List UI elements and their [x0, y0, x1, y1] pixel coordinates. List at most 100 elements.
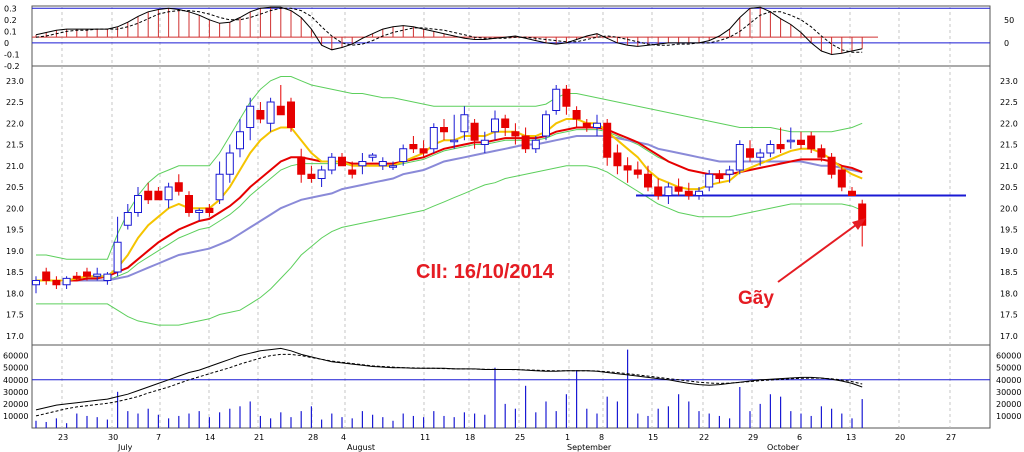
candle-body	[174, 182, 183, 192]
candle-body	[154, 190, 163, 201]
candle-body	[72, 275, 81, 279]
candle-body	[491, 118, 499, 133]
candle-body	[113, 241, 122, 273]
candle-body	[164, 186, 173, 201]
candle-body	[93, 273, 102, 277]
x-day-label: 30	[108, 433, 118, 442]
candle-body	[429, 127, 438, 150]
candle-body	[725, 169, 734, 175]
price-tick-right: 21.0	[1000, 162, 1018, 171]
price-tick-right: 20.0	[1000, 204, 1018, 213]
chart-frame	[31, 5, 991, 429]
candle-body	[440, 127, 448, 133]
candle-body	[664, 186, 673, 196]
candle-body	[215, 173, 224, 201]
candle-body	[409, 144, 418, 150]
x-day-label: 15	[648, 433, 658, 442]
candle-body	[644, 173, 652, 188]
volume-tick-left: 50000	[3, 364, 28, 373]
candle-body	[358, 161, 367, 167]
candle-body	[817, 148, 826, 158]
price-tick-right: 21.5	[1000, 141, 1018, 150]
candle-body	[695, 190, 703, 196]
candle-body	[766, 144, 775, 154]
candle-body	[837, 169, 846, 188]
macd-tick: -0.1	[4, 50, 20, 59]
macd-tick-right: 0	[1004, 39, 1009, 48]
obv-average-line	[35, 353, 863, 417]
candle-body	[603, 122, 612, 158]
candle-body	[715, 173, 724, 179]
macd-tick: -0.2	[4, 62, 20, 71]
x-day-label: 23	[58, 433, 68, 442]
bollinger-lower	[36, 165, 863, 326]
ema-mid-line	[36, 126, 863, 282]
volume-tick-right: 40000	[996, 376, 1021, 385]
month-label: October	[767, 443, 800, 452]
price-tick-right: 23.0	[1000, 77, 1018, 86]
price-tick-left: 21.0	[6, 162, 24, 171]
price-tick-left: 19.0	[6, 247, 24, 256]
candle-body	[348, 169, 357, 175]
candle-body	[338, 156, 346, 167]
break-arrow	[777, 218, 866, 283]
candle-body	[848, 190, 856, 196]
price-tick-left: 22.0	[6, 119, 24, 128]
candle-body	[552, 88, 561, 111]
price-tick-right: 22.5	[1000, 98, 1018, 107]
candle-body	[613, 152, 622, 167]
macd-panel	[32, 6, 990, 56]
candle-body	[256, 110, 265, 120]
macd-tick-right: 50	[1004, 16, 1014, 25]
x-day-label: 27	[946, 433, 956, 442]
candle-body	[623, 165, 632, 171]
month-label: July	[117, 443, 133, 452]
price-tick-left: 20.5	[6, 183, 24, 192]
price-tick-right: 19.5	[1000, 226, 1018, 235]
candle-body	[419, 148, 428, 154]
candle-body	[389, 165, 397, 168]
candle-body	[52, 280, 61, 286]
candle-body	[654, 186, 663, 196]
x-day-label: 7	[156, 433, 161, 442]
candle-body	[562, 88, 571, 107]
candle-body	[185, 195, 193, 213]
x-day-label: 18	[465, 433, 475, 442]
candle-body	[756, 152, 765, 158]
candle-body	[317, 169, 326, 179]
candle-body	[297, 156, 306, 175]
volume-tick-left: 30000	[3, 388, 28, 397]
candle-body	[276, 105, 285, 116]
candle-body	[521, 135, 530, 150]
x-day-label: 14	[205, 433, 215, 442]
candle-body	[542, 114, 550, 137]
candle-body	[531, 139, 540, 150]
candle-body	[501, 118, 510, 128]
grid-lines	[61, 6, 951, 428]
macd-tick: 0	[4, 39, 9, 48]
break-annotation: Gãy	[738, 288, 774, 309]
macd-tick: 0.3	[4, 4, 17, 13]
volume-tick-right: 20000	[996, 400, 1021, 409]
x-day-label: 11	[420, 433, 430, 442]
volume-tick-left: 20000	[3, 400, 28, 409]
candle-body	[827, 156, 836, 175]
price-tick-right: 18.5	[1000, 268, 1018, 277]
candle-body	[746, 148, 754, 158]
volume-tick-left: 60000	[3, 352, 28, 361]
volume-tick-left: 40000	[3, 376, 28, 385]
candle-body	[83, 271, 91, 277]
ticker-date-annotation: CII: 16/10/2014	[416, 261, 555, 283]
candle-body	[144, 190, 153, 201]
arrow-head	[852, 218, 866, 230]
candle-body	[62, 277, 71, 286]
axis-labels: 17.0 17.0 17.5 17.5 18.0 18.0 18.5 18.5 19.0 19.0…	[3, 4, 1021, 452]
price-tick-left: 23.0	[6, 77, 24, 86]
x-day-label: 21	[254, 433, 264, 442]
candle-body	[684, 190, 693, 196]
candle-body	[674, 186, 683, 192]
price-tick-left: 22.5	[6, 98, 24, 107]
candle-body	[797, 139, 805, 145]
candle-body	[225, 152, 234, 175]
